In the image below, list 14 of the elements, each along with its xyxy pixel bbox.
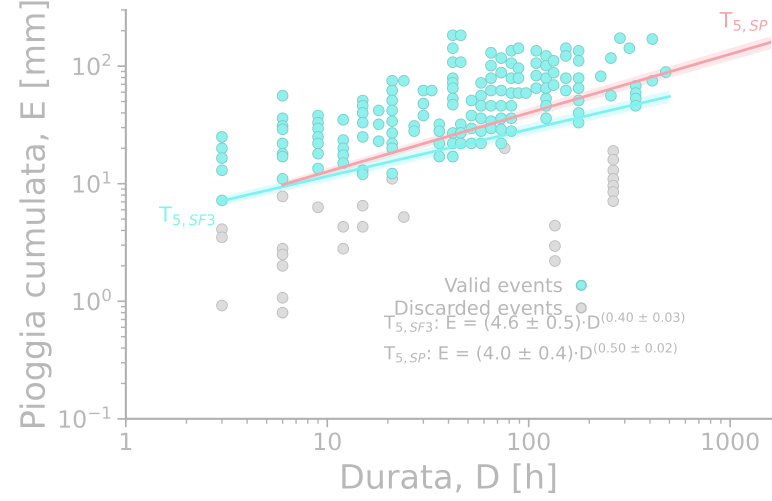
legend-label: Valid events xyxy=(444,277,562,292)
y-tick-label: 10$^{1}$ xyxy=(74,171,110,193)
series-label: T$_{5,SF3}$ xyxy=(159,206,215,227)
annotation: T$_{5,SP}$: E = (4.0 ± 0.4)·D$^{(0.50 ± 0.02)}$ xyxy=(384,342,677,364)
x-tick-label: 10 xyxy=(314,432,341,450)
y-tick-label: 10$^{2}$ xyxy=(74,54,110,76)
x-tick-label: 1 xyxy=(120,432,132,450)
x-tick-label: 1000 xyxy=(702,432,759,450)
x-axis-title: Durata, D [h] xyxy=(342,463,556,493)
series-label: T$_{5,SP}$ xyxy=(720,12,768,32)
y-axis-title: Pioggia cumulata, E [mm] xyxy=(19,1,52,427)
y-tick-label: 10$^{−1}$ xyxy=(60,406,110,428)
y-tick-label: 10$^{0}$ xyxy=(74,288,111,310)
x-tick-label: 100 xyxy=(508,432,550,450)
